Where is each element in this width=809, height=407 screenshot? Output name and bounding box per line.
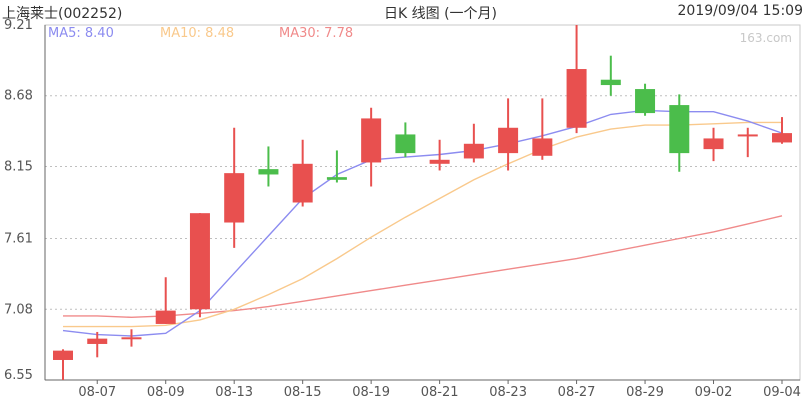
x-tick-label: 08-23: [489, 385, 527, 400]
x-tick-label: 09-04: [763, 385, 801, 400]
x-tick-label: 08-13: [215, 385, 253, 400]
y-tick-label: 7.61: [4, 232, 33, 247]
x-tick-label: 08-15: [284, 385, 322, 400]
candle-body: [703, 138, 724, 150]
ma30-line: [63, 215, 783, 319]
x-tick-label: 08-29: [626, 385, 664, 400]
x-tick-label: 08-27: [558, 385, 596, 400]
ma30-legend: MA30: 7.78: [279, 26, 354, 41]
y-tick-label: 9.21: [4, 18, 33, 33]
y-tick-label: 6.55: [4, 368, 33, 383]
y-tick-label: 8.68: [4, 89, 33, 104]
candle-body: [498, 127, 519, 154]
watermark: 163.com: [740, 31, 792, 45]
candle-body: [600, 79, 621, 86]
candle-body: [224, 173, 245, 223]
candle-body: [361, 118, 382, 163]
x-tick-label: 08-21: [421, 385, 459, 400]
candle-body: [292, 163, 313, 203]
candle-body: [258, 169, 279, 175]
candle-body: [326, 177, 347, 180]
x-tick-label: 09-02: [695, 385, 733, 400]
candle-body: [635, 89, 656, 114]
candle-body: [566, 69, 587, 128]
x-tick-label: 08-19: [352, 385, 390, 400]
candle-body: [429, 159, 450, 164]
timestamp: 2019/09/04 15:09: [677, 3, 804, 19]
ma5-line: [62, 109, 783, 337]
candle-body: [189, 213, 210, 310]
ma10-legend: MA10: 8.48: [160, 26, 235, 41]
candle-body: [463, 143, 484, 159]
candle-body: [121, 337, 142, 340]
candle-body: [155, 310, 176, 324]
candle-body: [772, 133, 792, 143]
candle-body: [395, 134, 416, 154]
candle-body: [737, 134, 758, 137]
chart-title: 日K 线图 (一个月): [384, 6, 498, 22]
ma5-legend: MA5: 8.40: [48, 26, 114, 41]
candle-body: [669, 105, 690, 154]
candle-body: [87, 338, 108, 344]
plot-frame: [44, 24, 801, 381]
stock-name: 上海莱士(002252): [2, 6, 123, 22]
candle-body: [53, 350, 73, 360]
y-tick-label: 8.15: [4, 159, 33, 174]
x-tick-label: 08-07: [78, 385, 116, 400]
x-tick-label: 08-09: [147, 385, 185, 400]
y-tick-label: 7.08: [4, 302, 33, 317]
candle-body: [532, 138, 553, 156]
